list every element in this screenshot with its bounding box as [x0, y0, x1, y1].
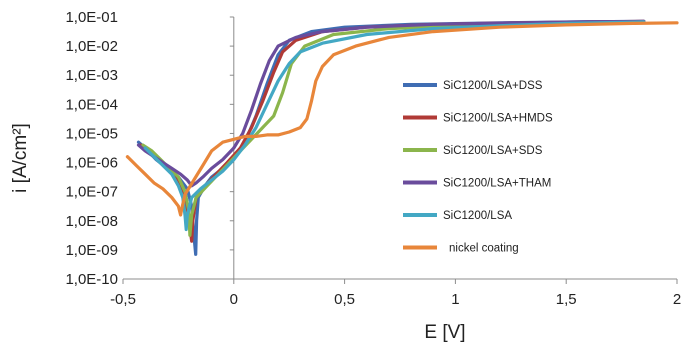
- legend-label: SiC1200/LSA+SDS: [443, 145, 543, 157]
- y-tick-label: 1,0E-10: [65, 271, 118, 288]
- x-tick-label: 0,5: [334, 291, 355, 308]
- y-tick-label: 1,0E-03: [65, 67, 118, 84]
- series-lines: [125, 19, 679, 256]
- series-line-sic1200-lsa-dss: [136, 19, 646, 256]
- y-tick-label: 1,0E-05: [65, 125, 118, 142]
- x-tick-label: 1,5: [556, 291, 577, 308]
- x-tick-label: -0,5: [110, 291, 136, 308]
- series-line-nickel-coating: [125, 21, 679, 217]
- series-line-sic1200-lsa-tham: [136, 19, 646, 188]
- y-tick-label: 1,0E-01: [65, 9, 118, 26]
- series-line-sic1200-lsa-sds: [141, 20, 646, 237]
- y-tick-label: 1,0E-06: [65, 155, 118, 172]
- y-axis-title: i [A/cm²]: [10, 123, 31, 193]
- legend: SiC1200/LSA+DSS SiC1200/LSA+HMDS SiC1200/L…: [403, 80, 553, 255]
- y-tick-label: 1,0E-04: [65, 96, 118, 113]
- series-line-sic1200-lsa: [143, 20, 646, 232]
- y-axis: 1,0E-10 1,0E-09 1,0E-08 1,0E-07 1,0E-06 1,0E-…: [65, 9, 235, 288]
- x-tick-label: 1: [451, 291, 459, 308]
- y-tick-label: 1,0E-08: [65, 213, 118, 230]
- legend-label: nickel coating: [449, 243, 519, 255]
- legend-label: SiC1200/LSA+THAM: [443, 178, 551, 190]
- legend-label: SiC1200/LSA+DSS: [443, 80, 543, 92]
- legend-label: SiC1200/LSA: [443, 210, 512, 222]
- y-tick-label: 1,0E-09: [65, 242, 118, 259]
- x-axis-title: E [V]: [424, 322, 465, 343]
- series-line-sic1200-lsa-hmds: [139, 19, 646, 243]
- legend-label: SiC1200/LSA+HMDS: [443, 113, 553, 125]
- x-axis: -0,5 0 0,5 1 1,5 2: [110, 278, 681, 308]
- x-tick-label: 0: [230, 291, 238, 308]
- y-tick-label: 1,0E-07: [65, 184, 118, 201]
- y-tick-label: 1,0E-02: [65, 38, 118, 55]
- x-tick-label: 2: [673, 291, 681, 308]
